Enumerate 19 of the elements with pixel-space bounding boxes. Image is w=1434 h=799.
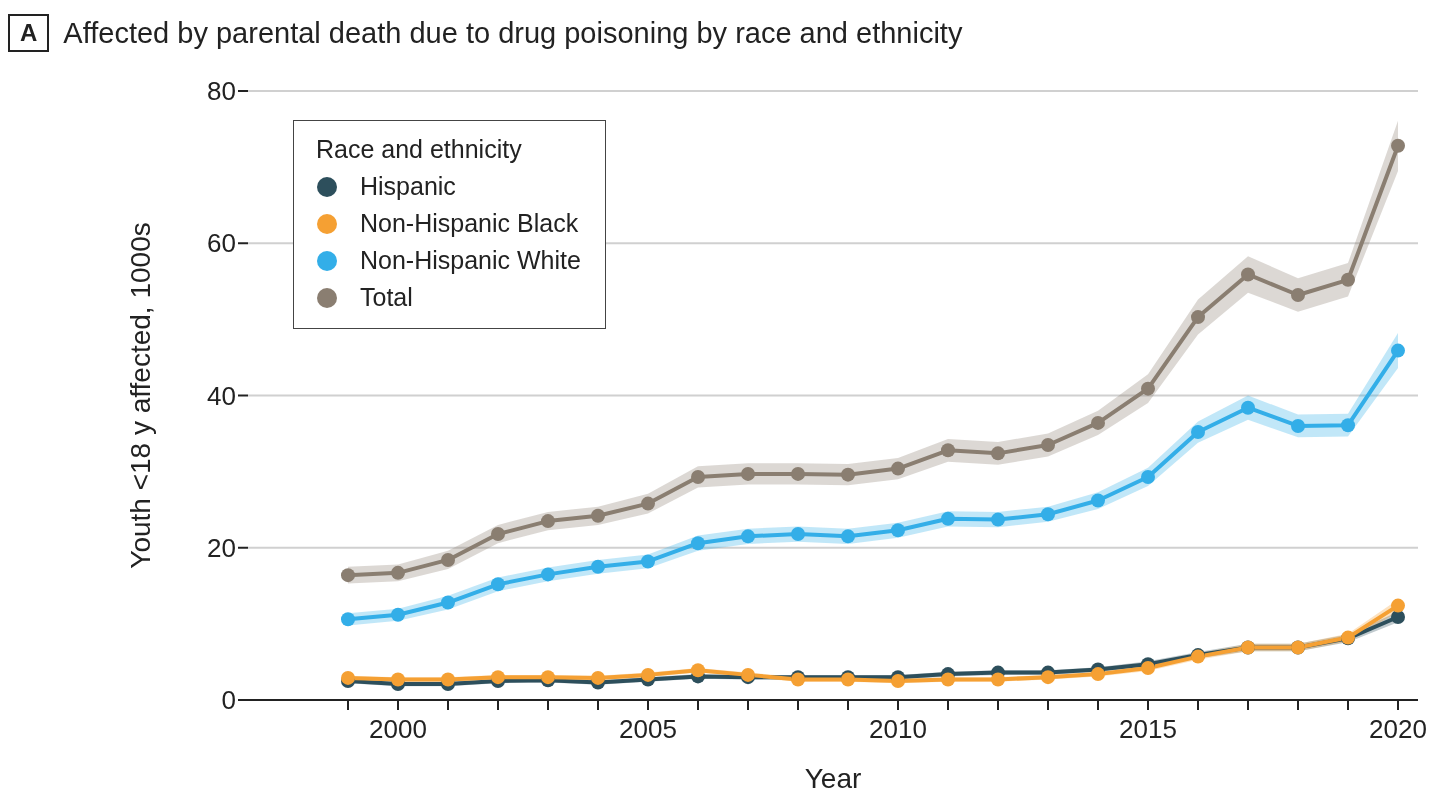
y-tick-label: 40	[207, 380, 236, 411]
legend-label: Non-Hispanic Black	[360, 209, 579, 238]
x-tick-label: 2010	[869, 714, 927, 745]
legend-label: Total	[360, 283, 413, 312]
x-tick-label: 2000	[369, 714, 427, 745]
legend-label: Non-Hispanic White	[360, 246, 581, 275]
y-tick-label: 80	[207, 76, 236, 107]
legend-title: Race and ethnicity	[316, 135, 523, 164]
y-axis-title: Youth <18 y affected, 1000s	[124, 222, 156, 569]
chart-title: Affected by parental death due to drug poisoning by race and ethnicity	[63, 16, 963, 50]
legend-label: Hispanic	[360, 172, 456, 201]
x-axis-title: Year	[804, 763, 862, 794]
text: A	[8, 14, 50, 52]
y-tick-label: 20	[207, 532, 236, 563]
x-tick-label: 2015	[1119, 714, 1177, 745]
y-tick-label: 0	[221, 685, 236, 716]
y-tick-label: 60	[207, 228, 236, 259]
x-tick-label: 2020	[1369, 714, 1427, 745]
x-tick-label: 2005	[619, 714, 677, 745]
